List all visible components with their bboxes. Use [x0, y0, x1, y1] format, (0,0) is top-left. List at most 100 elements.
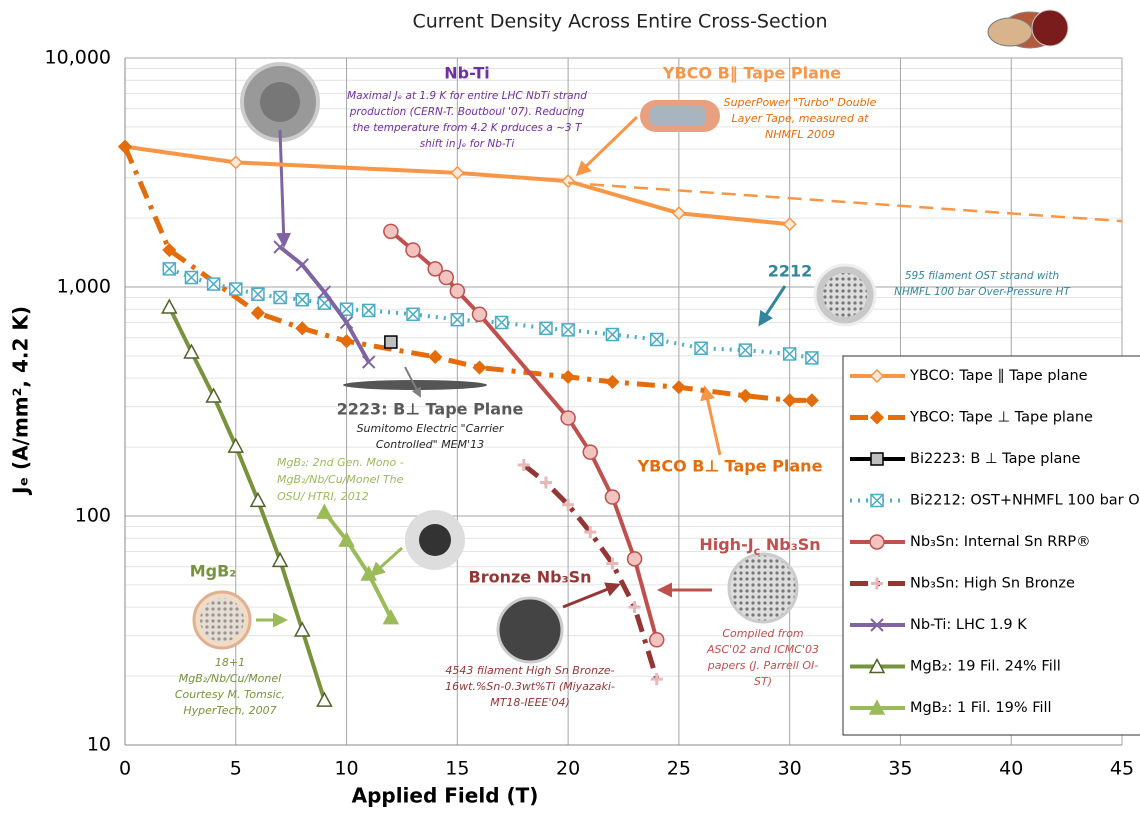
marker: [405, 242, 421, 258]
legend-label: MgB₂: 19 Fil. 24% Fill: [910, 659, 1061, 675]
marker: [117, 139, 133, 154]
marker: [605, 374, 620, 389]
marker: [316, 503, 333, 519]
x-tick-label: 10: [334, 758, 358, 780]
marker: [427, 261, 443, 277]
annotation-text: Courtesy M. Tomsic,: [175, 688, 285, 701]
annotation-text: production (CERN-T. Boutboul '07). Reduc…: [349, 106, 585, 118]
annotation-label: High-Jc Nb₃Sn: [699, 535, 820, 558]
marker-part: [450, 313, 464, 327]
annotation-text: shift in Jₑ for Nb-Ti: [420, 138, 515, 150]
marker: [648, 632, 665, 648]
marker: [472, 360, 487, 375]
marker: [561, 323, 575, 337]
marker-part: [495, 315, 509, 330]
marker-part: [805, 351, 819, 365]
x-tick-label: 0: [119, 758, 131, 780]
marker: [295, 258, 309, 272]
marker: [205, 387, 222, 403]
marker-part: [870, 493, 884, 508]
marker: [438, 269, 455, 286]
marker: [339, 334, 354, 349]
x-axis-label: Applied Field (T): [352, 784, 539, 808]
legend-label: YBCO: Tape ⊥ Tape plane: [909, 410, 1093, 426]
marker-part: [539, 321, 553, 335]
marker: [361, 303, 376, 318]
legend-label: Nb₃Sn: Internal Sn RRP®: [910, 534, 1091, 550]
marker: [871, 577, 883, 590]
marker: [339, 315, 354, 330]
legend-label: YBCO: Tape ∥ Tape plane: [909, 368, 1088, 384]
marker-part: [251, 287, 265, 301]
annotation-text: 18+1: [215, 656, 245, 669]
annotation-part: High-J: [699, 535, 753, 554]
marker-part: [340, 302, 354, 316]
marker: [471, 306, 488, 323]
marker: [339, 302, 354, 316]
series-line: [322, 510, 393, 619]
legend-label: Nb₃Sn: High Sn Bronze: [910, 576, 1075, 592]
arrow: [700, 385, 722, 456]
marker: [494, 315, 509, 330]
annotation-text: MgB₂/Nb/Cu/Monel: [179, 672, 281, 685]
marker-part: [783, 347, 797, 361]
marker: [694, 341, 708, 356]
annotation-text: NHMFL 100 bar Over-Pressure HT: [894, 286, 1071, 298]
marker: [604, 489, 621, 505]
marker: [273, 290, 287, 305]
marker: [295, 292, 309, 307]
marker: [628, 601, 641, 614]
marker: [273, 240, 287, 254]
arrow: [562, 582, 621, 609]
marker: [450, 312, 465, 327]
annotation-text: HyperTech, 2007: [183, 704, 276, 717]
marker: [360, 565, 377, 581]
marker: [162, 262, 177, 276]
annotation-text: Compiled from: [722, 627, 803, 640]
annotation-part: c: [754, 545, 761, 558]
arrow: [404, 366, 421, 398]
annotation-text: Maximal Jₑ at 1.9 K for entire LHC NbTi …: [347, 90, 587, 102]
series-line: [167, 306, 327, 701]
marker: [606, 557, 619, 570]
marker: [228, 155, 243, 170]
logo-disc: [1031, 9, 1069, 47]
marker: [317, 285, 332, 299]
marker-part: [870, 452, 884, 466]
annotation-text: Sumitomo Electric "Carrier: [357, 422, 505, 435]
y-axis-label: Jₑ (A/mm², 4.2 K): [9, 306, 33, 496]
marker: [782, 393, 797, 408]
marker: [626, 551, 643, 567]
annotation-label: 2212: [768, 262, 813, 281]
marker: [782, 347, 797, 361]
marker-part: [738, 343, 752, 357]
annotation-text: ST): [754, 675, 772, 688]
arrow: [276, 129, 292, 248]
sample-image: [200, 598, 244, 642]
x-tick-label: 15: [445, 758, 469, 780]
annotation-text: ASC'02 and ICMC'03: [706, 643, 819, 656]
sample-image: [419, 524, 451, 556]
annotation-text: 4543 filament High Sn Bronze-: [445, 664, 614, 677]
marker: [539, 321, 553, 336]
marker: [738, 388, 753, 403]
annotation-text: papers (J. Parrell OI-: [707, 659, 818, 672]
marker: [383, 223, 399, 240]
x-tick-label: 40: [999, 758, 1023, 780]
logo: [987, 9, 1069, 49]
marker: [227, 437, 245, 453]
marker: [316, 691, 333, 707]
chart-title: Current Density Across Entire Cross-Sect…: [412, 11, 827, 33]
marker-part: [207, 277, 221, 291]
marker: [869, 368, 885, 384]
annotation-text: NHMFL 2009: [765, 128, 835, 141]
x-tick-label: 30: [778, 758, 802, 780]
marker-part: [295, 293, 309, 307]
annotation-label: 2223: B⊥ Tape Plane: [337, 400, 524, 419]
arrow: [575, 115, 639, 177]
annotation-text: 595 filament OST strand with: [905, 270, 1059, 282]
marker: [271, 551, 289, 568]
annotation-label: YBCO B⊥ Tape Plane: [637, 457, 823, 476]
annotation-text: MT18-IEEE'04): [490, 696, 570, 709]
y-tick-label: 10: [87, 734, 111, 756]
